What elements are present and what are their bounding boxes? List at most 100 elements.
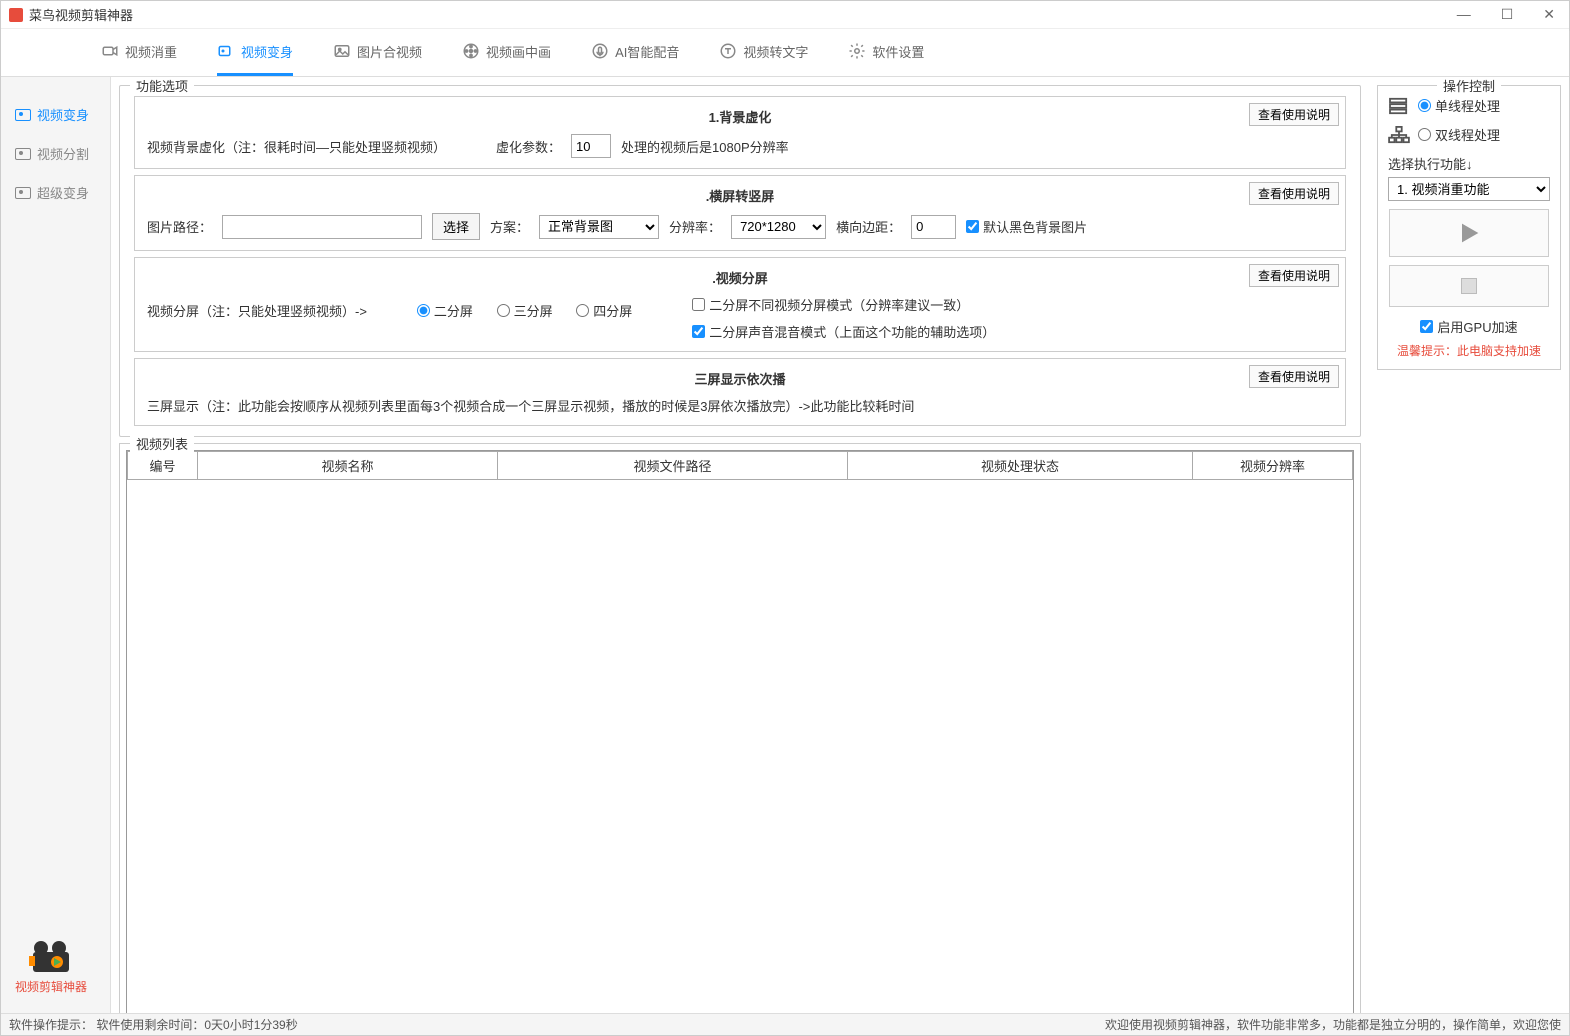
- control-title: 操作控制: [1437, 77, 1501, 95]
- status-time: 软件使用剩余时间：0天0小时1分39秒: [96, 1018, 297, 1032]
- sidebar-label: 视频分割: [37, 144, 89, 163]
- tab-label: 视频消重: [125, 42, 177, 61]
- split-diff-checkbox[interactable]: 二分屏不同视频分屏模式（分辨率建议一致）: [692, 295, 995, 314]
- main-tab-bar: 视频消重 视频变身 图片合视频 视频画中画 AI智能配音 视频转文字 软件设置: [1, 29, 1569, 77]
- sidebar-item-super[interactable]: 超级变身: [1, 173, 110, 212]
- film-icon: [462, 42, 480, 60]
- status-label: 软件操作提示：: [9, 1018, 93, 1032]
- section-title: 三屏显示依次播: [147, 369, 1333, 388]
- margin-label: 横向边距：: [836, 217, 901, 236]
- tab-label: AI智能配音: [615, 42, 679, 61]
- section-title: 1.背景虚化: [147, 107, 1333, 126]
- plan-select[interactable]: 正常背景图: [539, 215, 659, 239]
- tab-ai-voice[interactable]: AI智能配音: [591, 29, 679, 76]
- stop-button[interactable]: [1389, 265, 1549, 307]
- titlebar: 菜鸟视频剪辑神器 — ☐ ✕: [1, 1, 1569, 29]
- video-icon: [15, 148, 31, 160]
- split-audio-checkbox[interactable]: 二分屏声音混音模式（上面这个功能的辅助选项）: [692, 322, 995, 341]
- left-sidebar: 视频变身 视频分割 超级变身 视频剪辑神器: [1, 77, 111, 1035]
- function-select[interactable]: 1. 视频消重功能: [1388, 177, 1550, 201]
- param-label: 虚化参数：: [496, 137, 561, 156]
- tab-video-dedup[interactable]: 视频消重: [101, 29, 177, 76]
- sidebar-item-transform[interactable]: 视频变身: [1, 95, 110, 134]
- resolution-select[interactable]: 720*1280: [731, 215, 826, 239]
- tab-label: 图片合视频: [357, 42, 422, 61]
- triple-label: 三屏显示（注：此功能会按顺序从视频列表里面每3个视频合成一个三屏显示视频，播放的…: [147, 396, 914, 415]
- multi-thread-radio[interactable]: 双线程处理: [1418, 125, 1500, 144]
- split-3-radio[interactable]: 三分屏: [497, 301, 553, 320]
- view-instructions-button[interactable]: 查看使用说明: [1249, 365, 1339, 388]
- video-icon: [15, 109, 31, 121]
- sidebar-item-split[interactable]: 视频分割: [1, 134, 110, 173]
- blur-note: 处理的视频后是1080P分辨率: [621, 137, 789, 156]
- play-button[interactable]: [1389, 209, 1549, 257]
- blur-label: 视频背景虚化（注：很耗时间—只能处理竖频视频）: [147, 137, 446, 156]
- statusbar: 软件操作提示： 软件使用剩余时间：0天0小时1分39秒 欢迎使用视频剪辑神器，软…: [1, 1013, 1569, 1035]
- col-res: 视频分辨率: [1193, 452, 1353, 480]
- split-4-radio[interactable]: 四分屏: [576, 301, 632, 320]
- col-path: 视频文件路径: [498, 452, 848, 480]
- default-bg-checkbox[interactable]: 默认黑色背景图片: [966, 217, 1087, 236]
- video-table[interactable]: 编号 视频名称 视频文件路径 视频处理状态 视频分辨率: [126, 450, 1354, 1020]
- minimize-button[interactable]: —: [1451, 4, 1477, 25]
- section-blur: 查看使用说明 1.背景虚化 视频背景虚化（注：很耗时间—只能处理竖频视频） 虚化…: [134, 96, 1346, 169]
- view-instructions-button[interactable]: 查看使用说明: [1249, 103, 1339, 126]
- margin-input[interactable]: [911, 215, 956, 239]
- video-icon: [15, 187, 31, 199]
- multi-thread-icon: [1388, 126, 1410, 144]
- app-icon: [9, 8, 23, 22]
- single-thread-icon: [1388, 97, 1410, 115]
- res-label: 分辨率：: [669, 217, 721, 236]
- gear-icon: [848, 42, 866, 60]
- maximize-button[interactable]: ☐: [1495, 4, 1520, 25]
- tab-label: 视频变身: [241, 42, 293, 61]
- tab-settings[interactable]: 软件设置: [848, 29, 924, 76]
- video-list-group: 视频列表 编号 视频名称 视频文件路径 视频处理状态 视频分辨率: [119, 443, 1361, 1027]
- stop-icon: [1461, 278, 1477, 294]
- camera-icon: [101, 42, 119, 60]
- tab-pip[interactable]: 视频画中画: [462, 29, 551, 76]
- text-icon: [719, 42, 737, 60]
- tab-video-text[interactable]: 视频转文字: [719, 29, 808, 76]
- select-button[interactable]: 选择: [432, 213, 480, 240]
- split-2-radio[interactable]: 二分屏: [417, 301, 473, 320]
- section-split: 查看使用说明 .视频分屏 视频分屏（注：只能处理竖频视频）-> 二分屏 三分屏 …: [134, 257, 1346, 352]
- options-group: 功能选项 查看使用说明 1.背景虚化 视频背景虚化（注：很耗时间—只能处理竖频视…: [119, 85, 1361, 437]
- image-icon: [333, 42, 351, 60]
- split-label: 视频分屏（注：只能处理竖频视频）->: [147, 301, 367, 320]
- function-select-label: 选择执行功能↓: [1388, 154, 1550, 173]
- tab-video-transform[interactable]: 视频变身: [217, 29, 293, 76]
- video-icon: [217, 42, 235, 60]
- path-label: 图片路径：: [147, 217, 212, 236]
- brand-badge: 视频剪辑神器: [15, 938, 87, 995]
- gpu-checkbox[interactable]: 启用GPU加速: [1420, 317, 1517, 336]
- status-welcome: 欢迎使用视频剪辑神器，软件功能非常多，功能都是独立分明的，操作简单，欢迎您使: [1105, 1016, 1561, 1033]
- view-instructions-button[interactable]: 查看使用说明: [1249, 182, 1339, 205]
- section-rotate: 查看使用说明 .横屏转竖屏 图片路径： 选择 方案： 正常背景图 分辨率： 72…: [134, 175, 1346, 251]
- image-path-input[interactable]: [222, 215, 422, 239]
- section-title: .横屏转竖屏: [147, 186, 1333, 205]
- group-title: 功能选项: [130, 77, 194, 95]
- view-instructions-button[interactable]: 查看使用说明: [1249, 264, 1339, 287]
- warm-tip: 温馨提示：此电脑支持加速: [1388, 342, 1550, 359]
- blur-param-input[interactable]: [571, 134, 611, 158]
- window-title: 菜鸟视频剪辑神器: [29, 5, 133, 24]
- sidebar-label: 视频变身: [37, 105, 89, 124]
- tab-label: 视频画中画: [486, 42, 551, 61]
- brand-label: 视频剪辑神器: [15, 978, 87, 995]
- section-title: .视频分屏: [147, 268, 1333, 287]
- tab-image-merge[interactable]: 图片合视频: [333, 29, 422, 76]
- close-button[interactable]: ✕: [1537, 4, 1561, 25]
- control-panel: 操作控制 单线程处理 双线程处理 选择执行功能↓ 1. 视频消重功能: [1377, 85, 1561, 370]
- col-status: 视频处理状态: [848, 452, 1193, 480]
- list-title: 视频列表: [130, 434, 194, 453]
- mic-icon: [591, 42, 609, 60]
- sidebar-label: 超级变身: [37, 183, 89, 202]
- tab-label: 软件设置: [872, 42, 924, 61]
- col-id: 编号: [128, 452, 198, 480]
- plan-label: 方案：: [490, 217, 529, 236]
- col-name: 视频名称: [198, 452, 498, 480]
- section-triple: 查看使用说明 三屏显示依次播 三屏显示（注：此功能会按顺序从视频列表里面每3个视…: [134, 358, 1346, 426]
- single-thread-radio[interactable]: 单线程处理: [1418, 96, 1500, 115]
- tab-label: 视频转文字: [743, 42, 808, 61]
